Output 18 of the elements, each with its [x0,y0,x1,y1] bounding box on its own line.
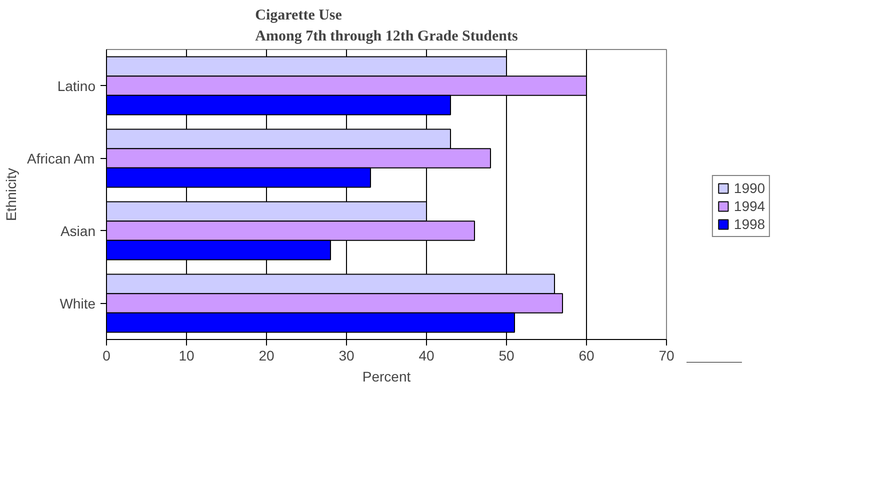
x-axis-title: Percent [362,368,411,384]
x-tick-label: 30 [338,348,354,364]
x-tick-label: 10 [178,348,194,364]
y-tick-label: Latino [57,78,96,94]
chart-title: Cigarette Use Among 7th through 12th Grade Students [255,8,518,44]
legend-label: 1990 [734,180,766,196]
legend-label: 1994 [734,198,766,214]
legend-label: 1998 [734,216,766,232]
y-axis-title: Ethnicity [3,168,20,221]
x-tick-label: 40 [418,348,434,364]
y-tick-label: Asian [60,222,96,239]
x-tick-label: 60 [578,348,594,364]
x-tick-label: 50 [498,348,514,364]
x-tick-label: 0 [102,348,111,364]
x-tick-label: 20 [258,348,274,364]
y-tick-label: African Am [27,150,95,166]
x-tick-label: 70 [658,348,674,364]
y-tick-label: White [60,295,96,312]
